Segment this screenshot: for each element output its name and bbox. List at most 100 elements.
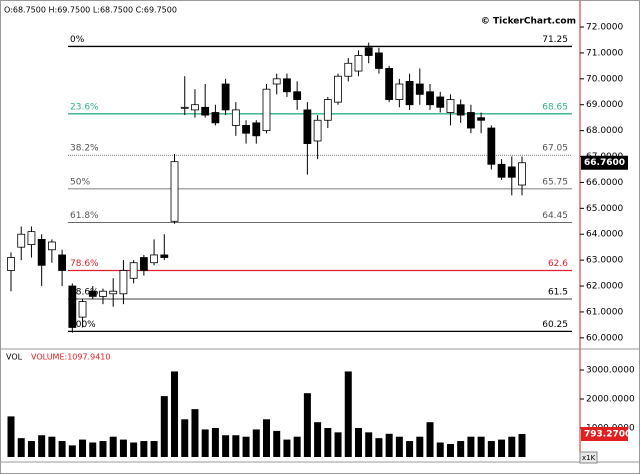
- volume-bar: [314, 422, 322, 457]
- y-tick-label: 70.0000: [586, 74, 623, 84]
- volume-bar: [293, 436, 301, 457]
- candle-body: [170, 161, 179, 222]
- fib-value: 67.05: [542, 144, 568, 154]
- volume-bar: [426, 422, 434, 457]
- candle-body: [109, 290, 118, 295]
- candle-body: [160, 254, 169, 258]
- volume-bar: [222, 435, 230, 457]
- volume-bar: [48, 436, 56, 457]
- volume-bar: [242, 436, 250, 457]
- candle-body: [518, 162, 526, 186]
- candle-body: [375, 52, 383, 69]
- candle-body: [364, 47, 373, 56]
- last-price-box: [581, 155, 628, 170]
- candle-body: [201, 106, 210, 116]
- candle-body: [7, 257, 15, 271]
- candle-body: [78, 301, 87, 318]
- candle-body: [47, 241, 56, 251]
- candle-body: [191, 104, 199, 111]
- candle-body: [180, 106, 189, 109]
- volume-bar: [446, 443, 454, 457]
- y-tick-label: 62.0000: [586, 282, 623, 292]
- scale-button-label: x1K: [582, 454, 596, 462]
- candle-body: [58, 254, 66, 271]
- fib-value: 64.45: [542, 211, 568, 221]
- volume-bar: [68, 445, 76, 457]
- fib-value: 68.65: [542, 102, 568, 112]
- candle-body: [456, 104, 465, 116]
- volume-subtitle: VOLUME:1097.9410: [31, 353, 110, 362]
- volume-bar: [273, 430, 281, 457]
- y-tick-label: 71.0000: [586, 48, 623, 58]
- candle-body: [415, 83, 424, 95]
- candle-body: [99, 290, 107, 297]
- volume-bar: [354, 428, 362, 457]
- fib-label: 88.6%: [70, 287, 99, 297]
- candle-body: [88, 290, 97, 297]
- volume-bar: [518, 433, 526, 457]
- candle-body: [68, 285, 77, 328]
- candle-body: [37, 239, 46, 266]
- candle-body: [385, 68, 394, 100]
- candle-body: [262, 88, 271, 132]
- candle-body: [477, 117, 486, 121]
- y-tick-label: 72.0000: [586, 23, 623, 33]
- fib-label: 38.2%: [70, 144, 99, 154]
- candle-body: [395, 83, 404, 100]
- candle-body: [283, 78, 291, 93]
- y-tick-label: 61.0000: [586, 307, 623, 317]
- volume-bar: [171, 371, 179, 457]
- volume-bar: [150, 441, 158, 457]
- volume-bar: [467, 436, 475, 457]
- candle-body: [221, 83, 230, 111]
- volume-bar: [38, 435, 46, 457]
- fib-label: 78.6%: [70, 259, 99, 269]
- candle-body: [150, 254, 158, 264]
- volume-bar: [130, 442, 138, 457]
- candle-body: [497, 163, 506, 178]
- volume-bar: [99, 441, 107, 457]
- volume-bar: [252, 429, 260, 457]
- volume-bar: [457, 441, 465, 457]
- candle-body: [303, 109, 312, 144]
- volume-bar: [365, 432, 373, 457]
- candle-body: [139, 257, 148, 271]
- y-tick-label: 68.0000: [586, 126, 623, 136]
- volume-bar: [140, 441, 148, 457]
- candle-body: [487, 127, 496, 165]
- candle-body: [344, 62, 353, 77]
- last-volume-label: 793.2700: [584, 429, 631, 439]
- volume-bar: [232, 435, 240, 457]
- volume-title: VOL: [6, 353, 23, 362]
- candle-body: [426, 91, 434, 106]
- volume-bar: [406, 441, 414, 457]
- volume-bar: [119, 439, 127, 457]
- candle-body: [334, 75, 342, 103]
- volume-bar: [201, 429, 209, 457]
- scale-button[interactable]: [579, 451, 598, 464]
- candle-body: [446, 99, 455, 113]
- volume-bar: [395, 436, 403, 457]
- candle-body: [119, 270, 128, 295]
- volume-bar: [263, 419, 270, 457]
- candle-body: [17, 233, 26, 248]
- volume-bar: [79, 439, 87, 457]
- fib-label: 50%: [70, 177, 90, 187]
- last-price-label: 66.7600: [584, 158, 625, 168]
- volume-bar: [109, 436, 117, 457]
- y-tick-label: 66.0000: [586, 178, 623, 188]
- y-tick-label: 2000.0000: [586, 395, 635, 405]
- volume-bar: [487, 441, 495, 457]
- fib-value: 61.5: [548, 287, 568, 297]
- candle-body: [231, 109, 240, 126]
- candle-body: [293, 91, 302, 100]
- fib-value: 71.25: [542, 35, 568, 45]
- candle-body: [211, 112, 220, 124]
- volume-bar: [181, 419, 189, 457]
- volume-bar: [191, 409, 199, 457]
- volume-bar: [416, 436, 424, 457]
- candle-body: [129, 262, 138, 279]
